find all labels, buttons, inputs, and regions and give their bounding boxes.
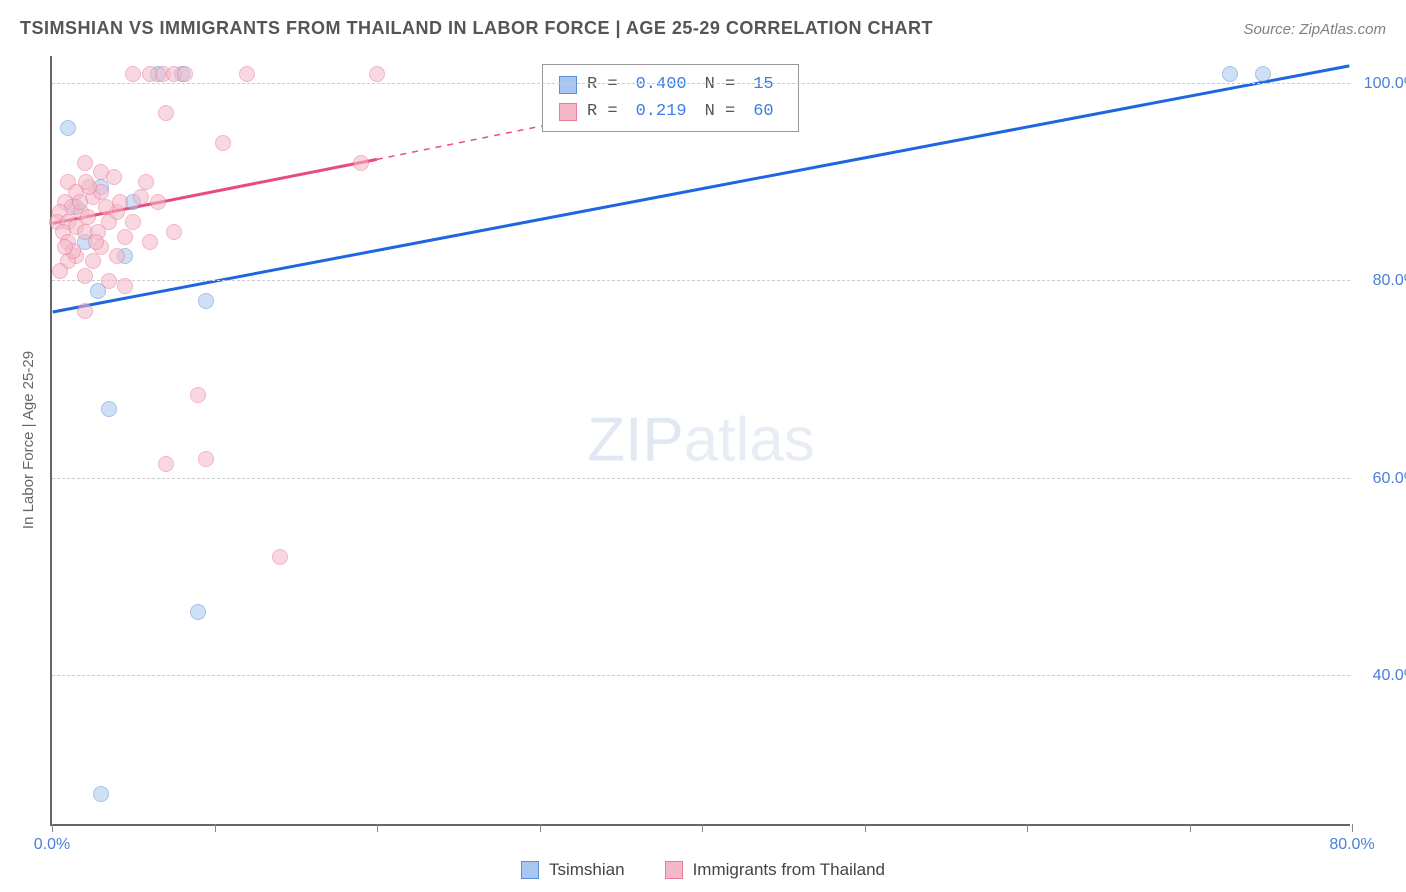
scatter-point — [109, 248, 125, 264]
scatter-point — [77, 268, 93, 284]
scatter-point — [112, 194, 128, 210]
scatter-point — [77, 155, 93, 171]
y-axis-title: In Labor Force | Age 25-29 — [20, 351, 37, 529]
r-value-1: 0.400 — [636, 71, 687, 98]
x-tick-label: 80.0% — [1329, 836, 1374, 854]
x-tick-label: 0.0% — [34, 836, 70, 854]
n-label: N = — [705, 71, 736, 98]
scatter-point — [117, 229, 133, 245]
scatter-point — [101, 273, 117, 289]
x-tick — [702, 824, 703, 832]
correlation-row-1: R = 0.400 N = 15 — [559, 71, 782, 98]
scatter-point — [57, 239, 73, 255]
x-tick — [540, 824, 541, 832]
correlation-row-2: R = 0.219 N = 60 — [559, 98, 782, 125]
scatter-point — [1255, 66, 1271, 82]
scatter-point — [106, 169, 122, 185]
scatter-point — [117, 278, 133, 294]
swatch-legend-2 — [665, 861, 683, 879]
x-tick — [52, 824, 53, 832]
scatter-point — [133, 189, 149, 205]
legend-label-1: Tsimshian — [549, 860, 625, 880]
x-tick — [377, 824, 378, 832]
n-value-1: 15 — [753, 71, 773, 98]
trend-lines-svg — [52, 56, 1350, 824]
n-label: N = — [705, 98, 736, 125]
watermark-atlas: atlas — [684, 406, 815, 475]
scatter-point — [353, 155, 369, 171]
scatter-point — [52, 263, 68, 279]
legend-item-1: Tsimshian — [521, 860, 625, 880]
scatter-point — [190, 387, 206, 403]
x-tick — [1190, 824, 1191, 832]
watermark: ZIPatlas — [587, 405, 814, 476]
scatter-point — [98, 199, 114, 215]
chart-title: TSIMSHIAN VS IMMIGRANTS FROM THAILAND IN… — [20, 18, 933, 39]
r-value-2: 0.219 — [636, 98, 687, 125]
gridline-h — [52, 83, 1350, 84]
scatter-point — [85, 253, 101, 269]
x-tick — [865, 824, 866, 832]
x-tick — [215, 824, 216, 832]
scatter-point — [60, 120, 76, 136]
y-tick-label: 40.0% — [1358, 667, 1406, 685]
n-value-2: 60 — [753, 98, 773, 125]
scatter-point — [72, 194, 88, 210]
scatter-point — [88, 234, 104, 250]
swatch-series-2 — [559, 103, 577, 121]
scatter-point — [272, 549, 288, 565]
scatter-point — [78, 174, 94, 190]
y-tick-label: 60.0% — [1358, 470, 1406, 488]
scatter-point — [93, 786, 109, 802]
gridline-h — [52, 675, 1350, 676]
correlation-legend: R = 0.400 N = 15 R = 0.219 N = 60 — [542, 64, 799, 132]
scatter-point — [198, 293, 214, 309]
scatter-point — [138, 174, 154, 190]
scatter-point — [125, 214, 141, 230]
gridline-h — [52, 478, 1350, 479]
r-label: R = — [587, 98, 618, 125]
x-tick — [1027, 824, 1028, 832]
legend-bottom: Tsimshian Immigrants from Thailand — [0, 860, 1406, 880]
scatter-point — [166, 224, 182, 240]
scatter-point — [125, 66, 141, 82]
source-label: Source: ZipAtlas.com — [1243, 21, 1386, 38]
scatter-point — [158, 105, 174, 121]
scatter-point — [190, 604, 206, 620]
scatter-point — [150, 194, 166, 210]
scatter-point — [1222, 66, 1238, 82]
scatter-point — [101, 401, 117, 417]
swatch-legend-1 — [521, 861, 539, 879]
scatter-point — [77, 303, 93, 319]
scatter-point — [239, 66, 255, 82]
legend-item-2: Immigrants from Thailand — [665, 860, 885, 880]
scatter-point — [369, 66, 385, 82]
scatter-point — [158, 456, 174, 472]
gridline-h — [52, 280, 1350, 281]
scatter-point — [215, 135, 231, 151]
title-row: TSIMSHIAN VS IMMIGRANTS FROM THAILAND IN… — [20, 18, 1386, 39]
r-label: R = — [587, 71, 618, 98]
watermark-zip: ZIP — [587, 406, 683, 475]
x-tick — [1352, 824, 1353, 832]
legend-label-2: Immigrants from Thailand — [693, 860, 885, 880]
scatter-point — [177, 66, 193, 82]
scatter-point — [198, 451, 214, 467]
y-tick-label: 100.0% — [1358, 75, 1406, 93]
plot-area: ZIPatlas R = 0.400 N = 15 R = 0.219 N = … — [50, 56, 1350, 826]
scatter-point — [142, 234, 158, 250]
swatch-series-1 — [559, 76, 577, 94]
y-tick-label: 80.0% — [1358, 272, 1406, 290]
